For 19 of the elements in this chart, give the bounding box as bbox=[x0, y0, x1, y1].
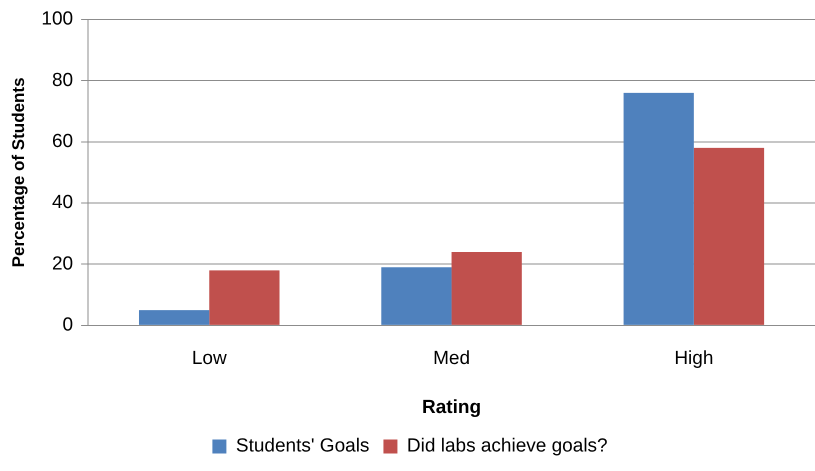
y-tick-label: 20 bbox=[52, 253, 74, 274]
bar bbox=[694, 148, 764, 325]
x-tick-label: Low bbox=[192, 348, 227, 370]
bar bbox=[624, 92, 694, 325]
y-tick-label: 0 bbox=[62, 314, 74, 336]
y-tick-label: 80 bbox=[52, 70, 74, 91]
bar bbox=[138, 310, 210, 325]
legend-label: Did labs achieve goals? bbox=[406, 436, 608, 457]
bar bbox=[381, 267, 452, 325]
bar bbox=[452, 252, 522, 325]
x-axis-title: Rating bbox=[422, 396, 482, 418]
bar bbox=[209, 270, 280, 325]
y-tick-label: 40 bbox=[52, 192, 74, 214]
x-tick-label: High bbox=[674, 348, 714, 370]
y-axis-title: Percentage of Students bbox=[8, 77, 28, 268]
y-tick-label: 100 bbox=[41, 8, 74, 30]
x-tick-label: Med bbox=[433, 348, 470, 370]
y-tick-label: 60 bbox=[52, 131, 74, 152]
legend-label: Students' Goals bbox=[236, 436, 370, 457]
